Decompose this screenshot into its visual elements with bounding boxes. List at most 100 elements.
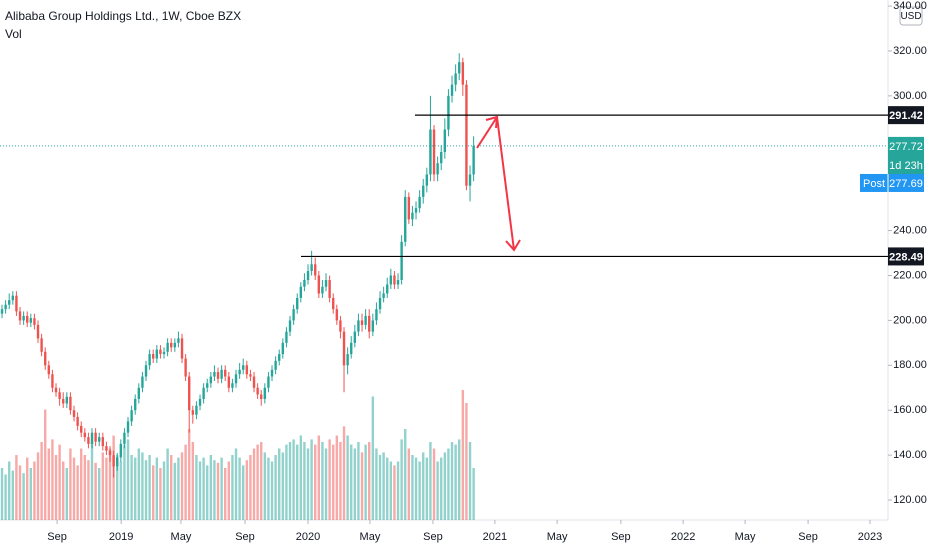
volume-bar [339,442,342,520]
candle-body [335,309,339,321]
candle-body [404,196,407,242]
candle-body [288,320,292,332]
candle-body [368,315,371,332]
candle-body [378,297,382,310]
volume-bar [314,444,317,520]
volume-bar [260,442,263,520]
candle-body [324,279,328,287]
candle-body [292,309,295,321]
post-price: 277.69 [889,178,923,190]
candle-body [231,383,234,388]
candle-body [83,432,87,438]
volume-bar [447,448,450,520]
volume-bar [332,444,335,520]
volume-bar [22,473,25,520]
candle-body [173,342,177,348]
candle-body [299,286,303,298]
candle-body [15,295,18,312]
volume-bar [90,442,94,520]
volume-bar [47,448,51,520]
candle-body [396,279,400,285]
volume-bar [198,461,202,520]
volume-bar [400,439,403,520]
volume-bar [83,455,87,520]
volume-bar [393,465,396,520]
candle-body [317,275,321,294]
volume-bar [310,439,313,520]
currency-badge[interactable] [899,6,923,26]
volume-bar [407,448,411,520]
volume-bar [346,435,349,520]
volume-bar [432,448,436,520]
volume-bar [144,460,148,520]
candle-body [357,320,360,332]
volume-bar [162,461,166,520]
volume-bar [350,444,353,520]
candle-body [364,315,367,325]
candle-body [162,351,166,355]
y-tick-label: 340.00 [893,0,927,12]
candle-body [44,351,47,366]
volume-bar [414,457,418,520]
post-bg [860,173,924,192]
volume-bar [249,455,252,520]
candle-body [191,410,195,415]
volume-bar [130,455,133,520]
volume-bar [62,461,65,520]
volume-layer [0,390,475,520]
x-tick-label: May [360,531,381,543]
candle-body [170,342,173,348]
candle-body [238,369,241,375]
candle-body [18,311,22,321]
volume-bar [227,461,231,520]
candle-body [454,73,457,85]
volume-bar [4,474,7,520]
volume-bar [170,455,173,520]
volume-bar [440,457,443,520]
volume-bar [411,455,414,520]
candle-body [94,432,97,442]
y-tick-label: 120.00 [893,494,927,506]
volume-bar [224,468,227,520]
candle-body [26,315,29,323]
candle-body [152,354,155,359]
volume-bar [281,452,285,520]
arrow-down [496,116,515,251]
candle-body [202,387,205,399]
volume-bar [76,465,79,520]
currency: USD [900,11,921,22]
candle-body [425,174,429,186]
volume-bar [296,444,299,520]
volume-bar [155,457,159,520]
candle-body [33,318,36,325]
x-tick-label: 2020 [296,531,320,543]
candle-body [285,331,288,343]
candle-body [123,432,126,444]
candle-body [148,354,151,366]
y-tick-label: 180.00 [893,359,927,371]
volume-bar [472,468,475,520]
candle-body [386,284,389,294]
volume-bar [152,465,155,520]
volume-bar [126,439,130,520]
candle-body [54,387,58,393]
x-tick-label: 2021 [483,531,507,543]
candle-body [296,297,299,310]
candle-body [195,405,198,415]
candle-body [8,300,11,305]
candle-body [267,376,270,388]
candle-body [465,84,468,186]
volume-bar [458,439,461,520]
candle-body [72,410,76,417]
volume-bar [148,455,151,520]
candle-body [198,398,202,406]
candle-body [411,212,414,220]
candle-body [400,241,403,280]
arrows [476,115,521,252]
volume-bar [292,439,295,520]
volume-bar [285,444,288,520]
x-tick-label: Sep [423,531,443,543]
volume-bar [8,461,11,520]
x-tick-label: May [735,531,756,543]
candle-body [98,437,101,442]
